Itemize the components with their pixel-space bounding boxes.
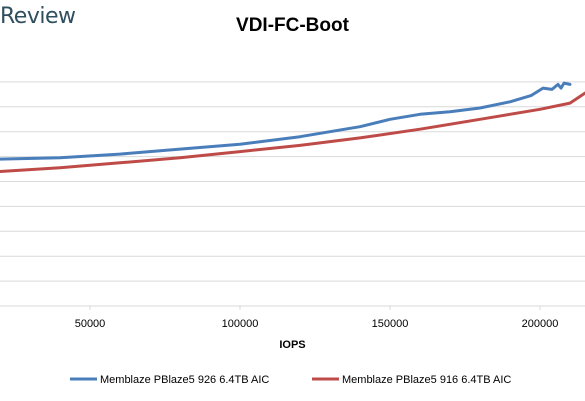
legend: Memblaze PBlaze5 926 6.4TB AIC Memblaze P… [70,374,511,386]
x-tick-label: 150000 [372,318,409,330]
series-lines [0,81,585,173]
x-axis-title: IOPS [279,339,305,351]
x-tick-labels: 50000 100000 150000 200000 [75,306,559,330]
brand-logo-text: Review [0,4,76,29]
chart-title: VDI-FC-Boot [236,15,349,36]
gridlines [0,81,585,282]
legend-label-2: Memblaze PBlaze5 916 6.4TB AIC [342,374,511,386]
series-line-2 [0,91,585,173]
series-line-1 [0,81,572,161]
legend-label-1: Memblaze PBlaze5 926 6.4TB AIC [100,374,269,386]
x-tick-label: 100000 [222,318,259,330]
x-tick-label: 50000 [75,318,106,330]
x-tick-label: 200000 [522,318,559,330]
